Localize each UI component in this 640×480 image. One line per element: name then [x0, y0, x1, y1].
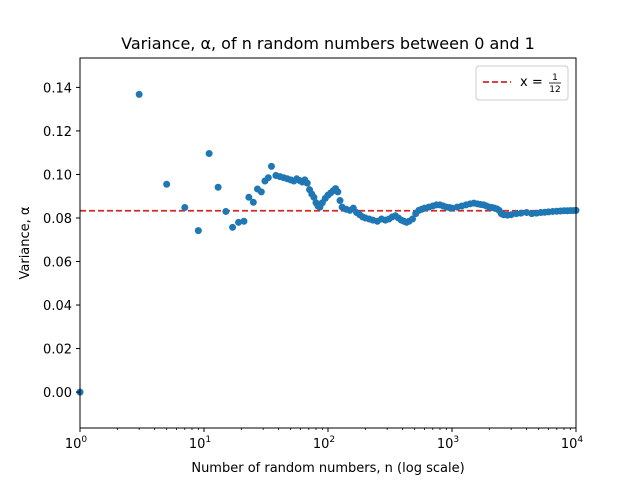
legend-label: x = [520, 75, 543, 90]
legend-fraction-denominator: 12 [549, 85, 560, 95]
chart-title: Variance, α, of n random numbers between… [121, 34, 535, 53]
data-point [222, 207, 230, 215]
x-tick-base: 10 [65, 437, 82, 452]
data-point [163, 180, 171, 188]
x-tick-exponent: 0 [81, 435, 87, 445]
x-tick-base: 10 [189, 437, 206, 452]
data-point [264, 174, 272, 182]
legend: x = 1 12 [475, 65, 569, 101]
data-point [205, 150, 213, 158]
x-tick-exponent: 3 [453, 435, 459, 445]
data-point [245, 193, 253, 201]
x-tick-exponent: 1 [205, 435, 211, 445]
y-tick-label: 0.02 [43, 343, 72, 358]
y-tick-label: 0.14 [43, 81, 72, 96]
data-point [249, 198, 257, 206]
x-tick-base: 10 [437, 437, 454, 452]
y-axis-label: Variance, α [18, 207, 33, 280]
data-point [135, 90, 143, 98]
data-point [334, 188, 342, 196]
legend-label-prefix: x = [520, 75, 543, 90]
data-point [408, 215, 416, 223]
x-axis-label: Number of random numbers, n (log scale) [191, 461, 464, 476]
y-tick-label: 0.10 [43, 168, 72, 183]
x-tick-label: 101 [189, 435, 211, 452]
data-point [235, 218, 243, 226]
x-tick-exponent: 4 [577, 435, 583, 445]
x-tick-exponent: 2 [329, 435, 335, 445]
data-point [181, 204, 189, 212]
y-tick-label: 0.04 [43, 299, 72, 314]
legend-fraction-numerator: 1 [552, 73, 558, 83]
data-point [303, 179, 311, 187]
y-tick-label: 0.08 [43, 212, 72, 227]
data-point [336, 197, 344, 205]
data-point [240, 217, 248, 225]
data-point [257, 188, 265, 196]
data-point [517, 209, 525, 217]
x-tick-label: 104 [561, 435, 584, 452]
x-tick-label: 100 [65, 435, 88, 452]
data-point [267, 162, 275, 170]
data-point [310, 193, 318, 201]
x-tick-label: 102 [313, 435, 335, 452]
legend-box [475, 65, 569, 101]
data-point [229, 223, 237, 231]
data-point [194, 227, 202, 235]
x-tick-base: 10 [313, 437, 330, 452]
data-point [214, 183, 222, 191]
x-tick-base: 10 [561, 437, 578, 452]
y-tick-label: 0.00 [43, 386, 72, 401]
x-tick-label: 103 [437, 435, 459, 452]
y-tick-label: 0.06 [43, 256, 72, 271]
y-tick-label: 0.12 [43, 125, 72, 140]
